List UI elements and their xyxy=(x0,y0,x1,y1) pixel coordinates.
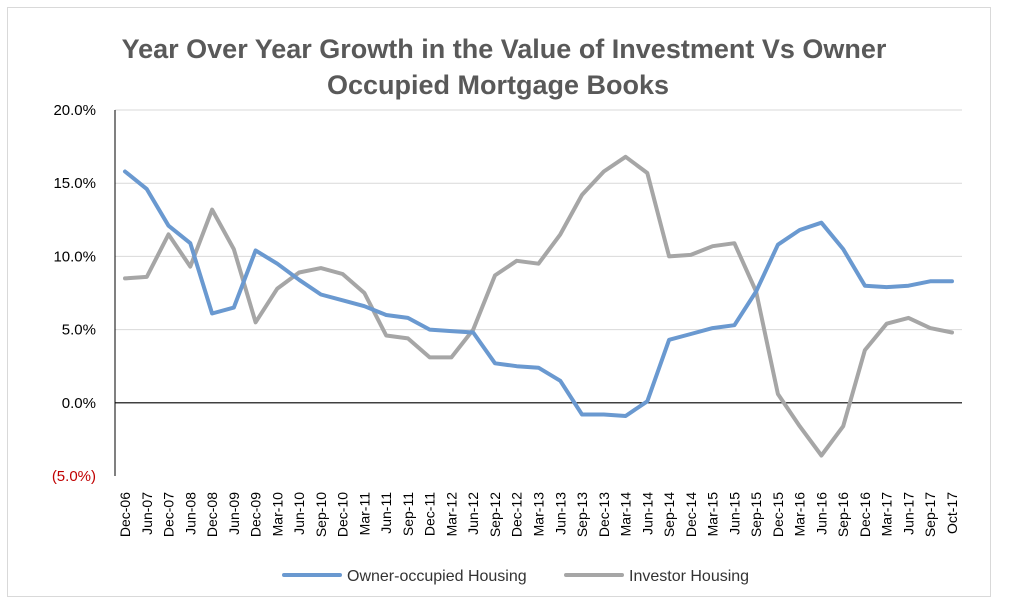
x-tick-label: Jun-13 xyxy=(552,492,568,535)
x-tick-label: Dec-14 xyxy=(683,492,699,537)
series-line-investor xyxy=(123,154,954,458)
legend-label: Investor Housing xyxy=(629,568,749,585)
x-tick-label: Jun-15 xyxy=(726,492,742,535)
x-tick-label: Jun-07 xyxy=(139,492,155,535)
x-tick-label: Mar-11 xyxy=(356,492,372,536)
x-tick-label: Mar-16 xyxy=(792,492,808,537)
x-tick-label: Dec-15 xyxy=(770,492,786,537)
y-tick-label: 5.0% xyxy=(62,322,96,339)
series-lines xyxy=(123,154,954,458)
legend-label: Owner-occupied Housing xyxy=(347,568,527,585)
chart-title-line-1: Year Over Year Growth in the Value of In… xyxy=(122,34,887,64)
chart-title-line-2: Occupied Mortgage Books xyxy=(327,70,669,100)
x-tick-label: Dec-07 xyxy=(161,492,177,537)
x-tick-label: Dec-10 xyxy=(335,492,351,537)
y-tick-label: (5.0%) xyxy=(52,468,96,485)
x-tick-label: Sep-10 xyxy=(313,492,329,537)
x-tick-label: Dec-06 xyxy=(117,492,133,537)
x-tick-label: Jun-10 xyxy=(291,492,307,535)
x-tick-label: Sep-17 xyxy=(922,492,938,537)
grid-lines xyxy=(115,109,962,331)
x-tick-label: Jun-14 xyxy=(639,492,655,535)
x-tick-label: Dec-09 xyxy=(248,492,264,537)
x-tick-label: Jun-08 xyxy=(182,492,198,535)
y-tick-label: 0.0% xyxy=(62,395,96,412)
x-tick-label: Jun-09 xyxy=(226,492,242,535)
y-axis-tick-labels: 20.0% 15.0% 10.0% 5.0% 0.0% (5.0%) xyxy=(52,102,96,485)
x-axis-tick-labels: Dec-06 Jun-07 Dec-07 Jun-08 Dec-08 Jun-09 Dec-… xyxy=(117,492,960,537)
x-tick-label: Mar-17 xyxy=(879,492,895,537)
y-tick-label: 15.0% xyxy=(53,175,96,192)
x-tick-label: Jun-11 xyxy=(378,492,394,534)
x-tick-label: Sep-12 xyxy=(487,492,503,537)
x-tick-label: Sep-11 xyxy=(400,492,416,536)
x-tick-label: Mar-10 xyxy=(269,492,285,537)
x-tick-label: Dec-13 xyxy=(596,492,612,537)
axes xyxy=(114,110,962,476)
legend: Owner-occupied Housing Investor Housing xyxy=(282,568,749,585)
x-tick-label: Sep-13 xyxy=(574,492,590,537)
x-tick-label: Sep-14 xyxy=(661,492,677,537)
series-line-owner-occupied xyxy=(123,169,954,418)
x-tick-label: Dec-16 xyxy=(857,492,873,537)
x-tick-label: Dec-12 xyxy=(509,492,525,537)
y-tick-label: 10.0% xyxy=(53,248,96,265)
x-tick-label: Jun-12 xyxy=(465,492,481,535)
x-tick-label: Dec-08 xyxy=(204,492,220,537)
x-tick-label: Jun-16 xyxy=(813,492,829,535)
y-tick-label: 20.0% xyxy=(53,102,96,119)
x-tick-label: Mar-12 xyxy=(443,492,459,537)
chart-frame xyxy=(7,7,991,597)
x-tick-label: Mar-13 xyxy=(531,492,547,537)
x-tick-label: Sep-15 xyxy=(748,492,764,537)
x-tick-label: Dec-11 xyxy=(422,492,438,536)
x-tick-label: Mar-14 xyxy=(618,492,634,537)
x-tick-label: Sep-16 xyxy=(835,492,851,537)
x-tick-label: Mar-15 xyxy=(705,492,721,537)
x-tick-label: Jun-17 xyxy=(900,492,916,535)
x-tick-label: Oct-17 xyxy=(944,492,960,534)
